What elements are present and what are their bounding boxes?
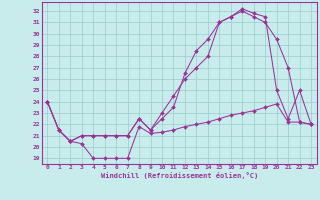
X-axis label: Windchill (Refroidissement éolien,°C): Windchill (Refroidissement éolien,°C)	[100, 172, 258, 179]
